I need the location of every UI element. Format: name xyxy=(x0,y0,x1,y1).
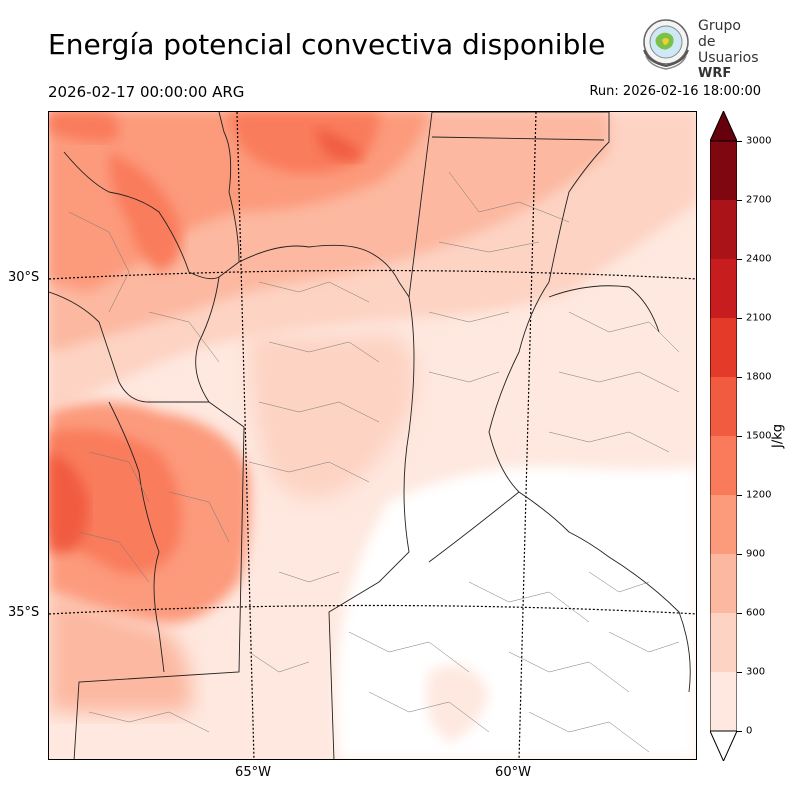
map-canvas xyxy=(49,112,696,759)
colorbar-segment xyxy=(710,672,737,731)
logo-line-1: Grupo de xyxy=(698,18,741,50)
colorbar-segment xyxy=(710,200,737,259)
colorbar-segment xyxy=(710,259,737,318)
colorbar-segment xyxy=(710,436,737,495)
lat-label-30s: 30°S xyxy=(8,270,40,285)
colorbar-tick-label: 900 xyxy=(746,548,766,560)
colorbar-tick-mark xyxy=(737,141,742,142)
colorbar-over-triangle xyxy=(710,111,737,142)
colorbar-tick-mark xyxy=(737,318,742,319)
group-logo: Grupo de Usuarios WRF xyxy=(638,16,759,81)
colorbar-tick-label: 0 xyxy=(746,725,753,737)
run-time-label: Run: 2026-02-16 18:00:00 xyxy=(589,84,761,99)
globe-icon xyxy=(643,19,689,70)
colorbar-tick-mark xyxy=(737,259,742,260)
colorbar-tick-mark xyxy=(737,731,742,732)
valid-time-label: 2026-02-17 00:00:00 ARG xyxy=(48,83,245,101)
colorbar-tick-label: 3000 xyxy=(746,135,772,147)
colorbar-segment xyxy=(710,377,737,436)
department-borders xyxy=(68,171,680,753)
graticule xyxy=(49,112,696,759)
colorbar-tick-mark xyxy=(737,613,742,614)
lon-label-60w: 60°W xyxy=(495,765,531,780)
colorbar-tick-mark xyxy=(737,495,742,496)
colorbar-tick-mark xyxy=(737,377,742,378)
map-title: Energía potencial convectiva disponible xyxy=(48,28,606,61)
colorbar-tick-label: 1200 xyxy=(746,489,772,501)
colorbar-tick-label: 2100 xyxy=(746,312,772,324)
colorbar-tick-label: 2400 xyxy=(746,253,772,265)
colorbar-segment xyxy=(710,613,737,672)
colorbar-tick-label: 1800 xyxy=(746,371,772,383)
colorbar-tick-mark xyxy=(737,200,742,201)
colorbar-tick-label: 1500 xyxy=(746,430,772,442)
lat-label-35s: 35°S xyxy=(8,605,40,620)
lon-label-65w: 65°W xyxy=(235,765,271,780)
logo-line-2: Usuarios xyxy=(698,50,759,66)
colorbar-segment xyxy=(710,141,737,200)
colorbar-tick-label: 2700 xyxy=(746,194,772,206)
colorbar-tick-mark xyxy=(737,436,742,437)
colorbar-outline xyxy=(710,140,737,732)
colorbar-segment xyxy=(710,318,737,377)
colorbar xyxy=(710,111,737,761)
colorbar-tick-mark xyxy=(737,554,742,555)
colorbar-unit-label: J/kg xyxy=(770,424,786,448)
colorbar-tick-label: 600 xyxy=(746,607,766,619)
colorbar-segment xyxy=(710,495,737,554)
province-borders xyxy=(49,112,691,759)
colorbar-segment xyxy=(710,554,737,613)
colorbar-tick-mark xyxy=(737,672,742,673)
cape-map[interactable] xyxy=(48,111,697,760)
logo-line-3: WRF xyxy=(698,66,732,81)
colorbar-tick-label: 300 xyxy=(746,666,766,678)
colorbar-under-triangle xyxy=(710,730,737,761)
